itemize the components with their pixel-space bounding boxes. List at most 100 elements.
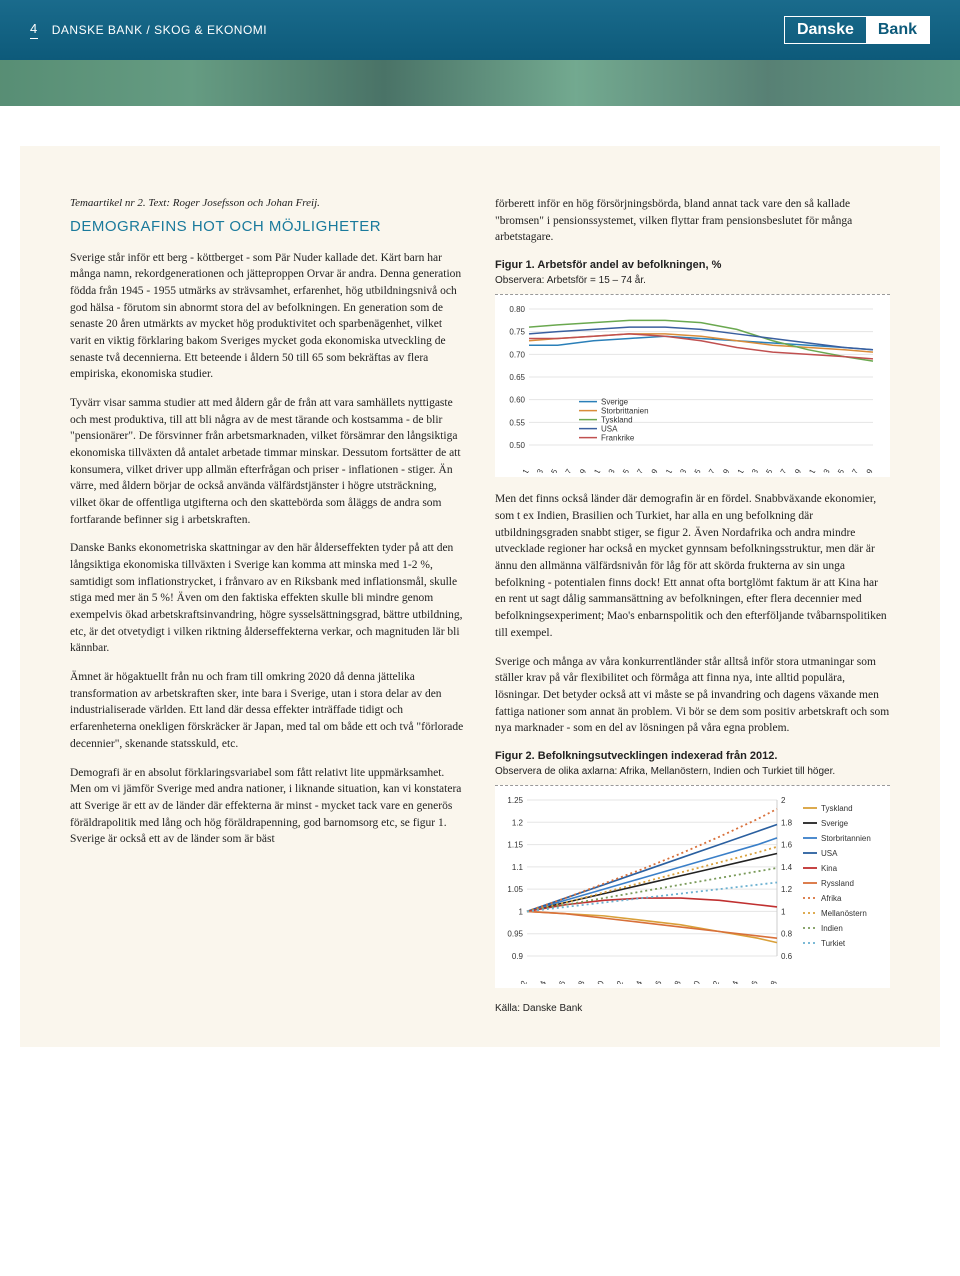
svg-text:0.6: 0.6 xyxy=(781,952,793,961)
svg-text:0.8: 0.8 xyxy=(781,930,793,939)
header-left: 4 DANSKE BANK / SKOG & EKONOMI xyxy=(30,21,267,39)
svg-text:2013: 2013 xyxy=(672,467,689,473)
svg-text:2027: 2027 xyxy=(772,467,789,473)
svg-text:1991: 1991 xyxy=(514,467,531,473)
right-column: förberett inför en hög försörjningsbörda… xyxy=(495,196,890,1017)
svg-text:2034: 2034 xyxy=(726,979,741,984)
svg-text:1.25: 1.25 xyxy=(507,796,523,805)
svg-text:2007: 2007 xyxy=(629,467,646,473)
para: Sverige och många av våra konkurrentländ… xyxy=(495,654,890,737)
article-title: DEMOGRAFINS HOT OCH MÖJLIGHETER xyxy=(70,216,465,238)
svg-text:1.2: 1.2 xyxy=(512,819,524,828)
svg-text:1.6: 1.6 xyxy=(781,841,793,850)
svg-text:1: 1 xyxy=(781,908,786,917)
svg-text:2018: 2018 xyxy=(572,979,587,984)
hero-photo-strip xyxy=(0,60,960,106)
para: förberett inför en hög försörjningsbörda… xyxy=(495,196,890,246)
header-band: 4 DANSKE BANK / SKOG & EKONOMI Danske Ba… xyxy=(0,0,960,60)
svg-text:2011: 2011 xyxy=(658,467,675,473)
svg-text:2015: 2015 xyxy=(686,467,703,473)
fig2-note: Observera de olika axlarna: Afrika, Mell… xyxy=(495,765,890,780)
brand-logo: Danske Bank xyxy=(784,16,930,44)
svg-text:2024: 2024 xyxy=(630,979,645,984)
svg-text:2020: 2020 xyxy=(591,979,606,984)
svg-text:1999: 1999 xyxy=(571,467,588,473)
svg-text:2028: 2028 xyxy=(668,979,683,984)
svg-text:0.80: 0.80 xyxy=(509,305,525,314)
fig2-svg: 0.90.9511.051.11.151.21.250.60.811.21.41… xyxy=(499,794,879,984)
svg-text:Afrika: Afrika xyxy=(821,894,842,903)
fig1-note: Observera: Arbetsför = 15 – 74 år. xyxy=(495,274,890,289)
svg-text:1: 1 xyxy=(519,908,524,917)
svg-text:Frankrike: Frankrike xyxy=(601,434,635,443)
svg-text:Sverige: Sverige xyxy=(601,398,629,407)
svg-text:2022: 2022 xyxy=(610,979,625,984)
breadcrumb: DANSKE BANK / SKOG & EKONOMI xyxy=(52,23,267,37)
svg-text:0.9: 0.9 xyxy=(512,952,524,961)
svg-text:Sverige: Sverige xyxy=(821,819,849,828)
svg-text:2012: 2012 xyxy=(514,979,529,984)
fig2-caption: Figur 2. Befolkningsutvecklingen indexer… xyxy=(495,749,890,765)
svg-text:0.65: 0.65 xyxy=(509,373,525,382)
svg-text:Tyskland: Tyskland xyxy=(601,416,633,425)
svg-text:2014: 2014 xyxy=(534,979,549,984)
svg-text:2: 2 xyxy=(781,796,786,805)
svg-text:USA: USA xyxy=(821,849,838,858)
svg-text:2039: 2039 xyxy=(858,467,875,473)
para: Danske Banks ekonometriska skattningar a… xyxy=(70,540,465,657)
svg-text:0.55: 0.55 xyxy=(509,419,525,428)
article-body: Temaartikel nr 2. Text: Roger Josefsson … xyxy=(20,146,940,1047)
svg-text:2026: 2026 xyxy=(649,979,664,984)
svg-text:Mellanöstern: Mellanöstern xyxy=(821,909,867,918)
svg-text:2035: 2035 xyxy=(829,467,846,473)
para: Sverige står inför ett berg - köttberget… xyxy=(70,250,465,383)
svg-text:2030: 2030 xyxy=(687,979,702,984)
svg-text:2033: 2033 xyxy=(815,467,832,473)
page-number: 4 xyxy=(30,21,38,39)
svg-text:2003: 2003 xyxy=(600,467,617,473)
logo-right: Bank xyxy=(866,17,929,43)
svg-text:Turkiet: Turkiet xyxy=(821,939,846,948)
svg-text:2019: 2019 xyxy=(715,467,732,473)
article-tag: Temaartikel nr 2. Text: Roger Josefsson … xyxy=(70,196,465,212)
svg-text:2009: 2009 xyxy=(643,467,660,473)
svg-text:2016: 2016 xyxy=(553,979,568,984)
para: Demografi är en absolut förklaringsvaria… xyxy=(70,765,465,848)
left-column: Temaartikel nr 2. Text: Roger Josefsson … xyxy=(70,196,465,1017)
logo-left: Danske xyxy=(785,17,866,43)
svg-text:Ryssland: Ryssland xyxy=(821,879,854,888)
svg-text:0.60: 0.60 xyxy=(509,396,525,405)
svg-text:2037: 2037 xyxy=(844,467,861,473)
svg-text:USA: USA xyxy=(601,425,618,434)
fig2-chart: 0.90.9511.051.11.151.21.250.60.811.21.41… xyxy=(495,785,890,988)
svg-text:2001: 2001 xyxy=(586,467,603,473)
para: Men det finns också länder där demografi… xyxy=(495,491,890,641)
svg-text:1.8: 1.8 xyxy=(781,819,793,828)
svg-text:2005: 2005 xyxy=(614,467,631,473)
svg-text:2023: 2023 xyxy=(743,467,760,473)
svg-text:0.50: 0.50 xyxy=(509,441,525,450)
svg-text:2031: 2031 xyxy=(801,467,818,473)
svg-text:1995: 1995 xyxy=(543,467,560,473)
svg-text:1.05: 1.05 xyxy=(507,885,523,894)
svg-text:2017: 2017 xyxy=(700,467,717,473)
svg-text:2029: 2029 xyxy=(786,467,803,473)
svg-text:2036: 2036 xyxy=(745,979,760,984)
svg-text:Storbritannien: Storbritannien xyxy=(821,834,871,843)
svg-text:1.2: 1.2 xyxy=(781,885,793,894)
svg-text:2025: 2025 xyxy=(758,467,775,473)
svg-text:Indien: Indien xyxy=(821,924,843,933)
fig1-chart: 0.50 0.55 0.60 0.65 0.70 0.75 0.80 199119931995… xyxy=(495,294,890,477)
svg-text:1.4: 1.4 xyxy=(781,863,793,872)
svg-text:0.75: 0.75 xyxy=(509,328,525,337)
svg-text:2038: 2038 xyxy=(764,979,779,984)
svg-text:1997: 1997 xyxy=(557,467,574,473)
svg-text:1993: 1993 xyxy=(528,467,545,473)
svg-text:Tyskland: Tyskland xyxy=(821,804,853,813)
svg-text:Storbrittanien: Storbrittanien xyxy=(601,407,649,416)
source-label: Källa: Danske Bank xyxy=(495,1002,890,1017)
svg-text:0.70: 0.70 xyxy=(509,351,525,360)
svg-text:Kina: Kina xyxy=(821,864,838,873)
fig1-svg: 0.50 0.55 0.60 0.65 0.70 0.75 0.80 199119931995… xyxy=(499,303,879,473)
svg-text:0.95: 0.95 xyxy=(507,930,523,939)
